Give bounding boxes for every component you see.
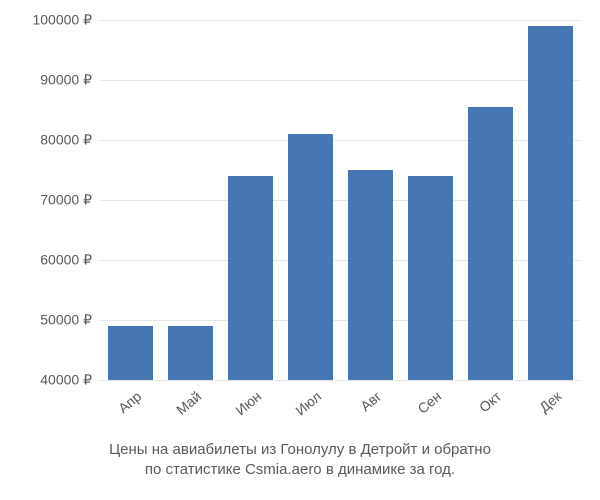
gridline bbox=[100, 20, 580, 21]
bar bbox=[408, 176, 453, 380]
bar bbox=[288, 134, 333, 380]
chart-caption: Цены на авиабилеты из Гонолулу в Детройт… bbox=[0, 440, 600, 481]
caption-line-1: Цены на авиабилеты из Гонолулу в Детройт… bbox=[109, 441, 491, 458]
y-axis-label: 100000 ₽ bbox=[2, 12, 92, 29]
y-axis-label: 90000 ₽ bbox=[2, 72, 92, 89]
x-axis-label: Окт bbox=[476, 388, 504, 415]
y-axis-label: 70000 ₽ bbox=[2, 192, 92, 209]
price-chart: Цены на авиабилеты из Гонолулу в Детройт… bbox=[0, 0, 600, 500]
bar bbox=[348, 170, 393, 380]
bar bbox=[108, 326, 153, 380]
y-axis-label: 80000 ₽ bbox=[2, 132, 92, 149]
x-axis-label: Июл bbox=[292, 388, 324, 419]
bar bbox=[528, 26, 573, 380]
x-axis-label: Дек bbox=[536, 388, 564, 415]
y-axis-label: 60000 ₽ bbox=[2, 252, 92, 269]
bar bbox=[468, 107, 513, 380]
bar bbox=[168, 326, 213, 380]
x-axis-label: Июн bbox=[232, 388, 264, 418]
x-axis-label: Авг bbox=[357, 388, 384, 414]
plot-area bbox=[100, 20, 580, 380]
x-axis-label: Апр bbox=[115, 388, 144, 416]
y-axis-label: 40000 ₽ bbox=[2, 372, 92, 389]
gridline bbox=[100, 380, 580, 381]
x-axis-label: Сен bbox=[414, 388, 444, 417]
gridline bbox=[100, 80, 580, 81]
y-axis-label: 50000 ₽ bbox=[2, 312, 92, 329]
x-axis-label: Май bbox=[173, 388, 204, 418]
caption-line-2: по статистике Csmia.aero в динамике за г… bbox=[145, 461, 455, 478]
bar bbox=[228, 176, 273, 380]
